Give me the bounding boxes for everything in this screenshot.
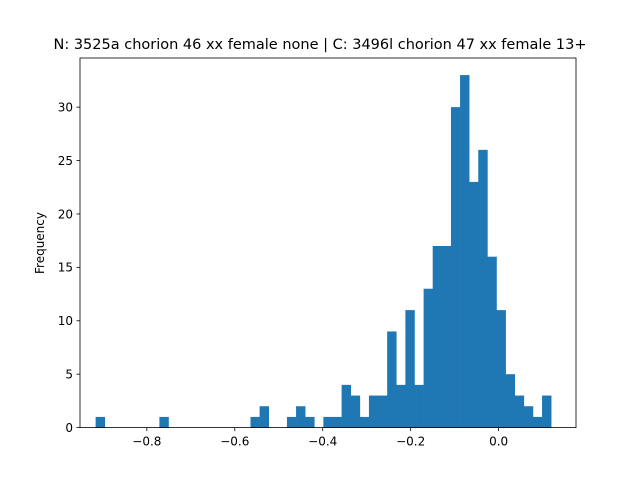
x-tick-label: −0.6	[220, 435, 249, 449]
histogram-bar	[432, 246, 443, 428]
histogram-bar	[414, 384, 424, 428]
histogram-bar	[542, 395, 552, 428]
x-tick-label: −0.2	[396, 435, 425, 449]
histogram-bar	[532, 416, 543, 428]
histogram-bar	[250, 416, 260, 428]
histogram-bar	[478, 149, 488, 428]
histogram-bar	[460, 75, 470, 428]
y-tick-label: 25	[58, 154, 73, 168]
histogram-bar	[332, 416, 342, 428]
y-tick-label: 10	[58, 314, 73, 328]
histogram-bar	[405, 310, 415, 428]
y-axis-label: Frequency	[33, 212, 47, 274]
histogram-bar	[305, 416, 315, 428]
histogram-bar	[296, 406, 306, 428]
histogram-bar	[323, 416, 333, 428]
bars-group	[95, 75, 552, 428]
histogram-bar	[341, 384, 352, 428]
plot-frame	[79, 57, 577, 429]
histogram-bar	[441, 246, 452, 428]
x-tick-label: 0.0	[489, 435, 508, 449]
histogram-bar	[514, 395, 525, 428]
histogram-bar	[450, 107, 461, 428]
histogram-bar	[423, 288, 434, 428]
histogram-bar	[396, 384, 406, 428]
histogram-bar	[95, 416, 106, 428]
x-tick-label: −0.4	[308, 435, 337, 449]
histogram-bar	[505, 374, 516, 428]
histogram-bar	[159, 416, 169, 428]
histogram-bar	[378, 395, 388, 428]
y-tick-label: 15	[58, 261, 73, 275]
histogram-bar	[286, 416, 297, 428]
histogram-bar	[259, 406, 270, 428]
y-axis: 0 5 10 15 20 25 30	[58, 100, 80, 435]
y-tick-label: 30	[58, 100, 73, 114]
y-tick-label: 0	[65, 421, 73, 435]
histogram-bar	[487, 256, 497, 428]
x-axis: −0.8 −0.6 −0.4 −0.2 0.0	[132, 427, 508, 449]
histogram-bar	[359, 416, 370, 428]
histogram-bar	[387, 331, 397, 428]
histogram-bar	[523, 406, 534, 428]
chart-title: N: 3525a chorion 46 xx female none | C: …	[53, 37, 586, 53]
histogram-bar	[469, 181, 479, 428]
y-tick-label: 5	[65, 367, 73, 381]
y-tick-label: 20	[58, 207, 73, 221]
histogram-bar	[496, 310, 506, 428]
histogram-bar	[350, 395, 361, 428]
x-tick-label: −0.8	[132, 435, 161, 449]
histogram-bar	[368, 395, 379, 428]
